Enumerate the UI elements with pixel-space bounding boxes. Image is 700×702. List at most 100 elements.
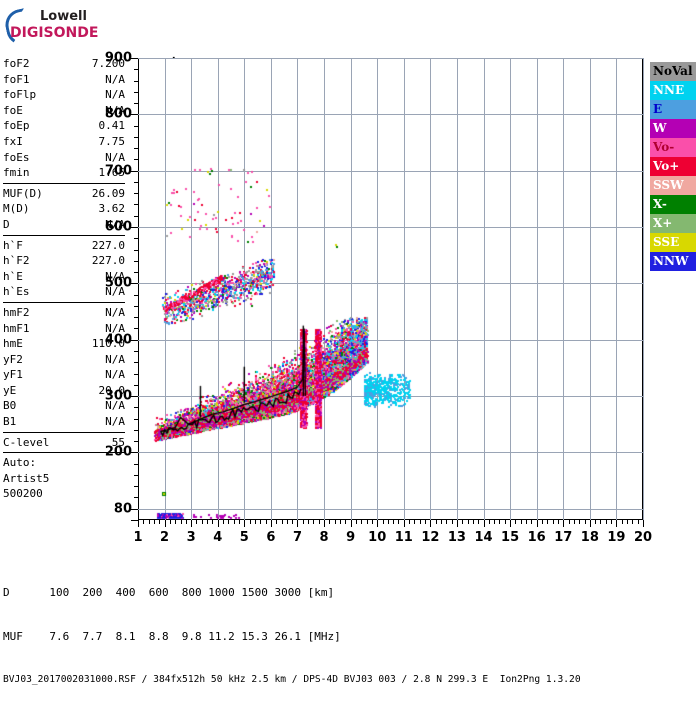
legend-item-x[interactable]: X- <box>650 195 696 214</box>
y-axis-label: 700 <box>104 163 132 179</box>
x-axis-minor-tick <box>292 520 293 524</box>
x-axis-minor-tick <box>398 520 399 524</box>
legend-item-nne[interactable]: NNE <box>650 81 696 100</box>
param-value: 7.200 <box>91 57 125 70</box>
x-axis-minor-tick <box>627 520 628 524</box>
x-axis-minor-tick <box>569 520 570 524</box>
y-axis-minor-tick <box>134 497 138 499</box>
x-axis-minor-tick <box>531 520 532 524</box>
param-separator <box>3 182 125 184</box>
param-row: yF2 N/A <box>3 352 125 368</box>
x-axis-minor-tick <box>356 520 357 524</box>
x-axis-tick <box>351 520 352 527</box>
x-axis-label: 14 <box>474 530 493 545</box>
x-axis-label: 5 <box>239 530 249 545</box>
x-axis-tick <box>563 520 564 527</box>
ionogram-plot[interactable] <box>138 58 644 520</box>
y-axis-minor-tick <box>134 441 138 443</box>
x-axis-minor-tick <box>340 520 341 524</box>
y-axis-minor-tick <box>134 249 138 251</box>
x-axis-label: 6 <box>266 530 276 545</box>
param-key: D <box>3 217 10 231</box>
legend-item-x[interactable]: X+ <box>650 214 696 233</box>
x-axis-minor-tick <box>595 520 596 524</box>
param-separator <box>3 452 125 454</box>
param-row: h`F2 227.0 <box>3 253 125 269</box>
legend-item-w[interactable]: W <box>650 119 696 138</box>
param-value: 7.75 <box>98 134 126 148</box>
autoscale-auto-code: 500200 <box>3 487 43 501</box>
param-value: 227.0 <box>91 238 125 252</box>
param-row: hmF2 N/A <box>3 305 125 321</box>
x-axis-label: 20 <box>633 530 653 545</box>
y-axis-minor-tick <box>134 407 138 409</box>
x-axis-tick <box>165 520 166 527</box>
x-axis-minor-tick <box>228 520 229 524</box>
x-axis-tick <box>404 520 405 527</box>
x-axis-minor-tick <box>276 520 277 524</box>
y-axis-label: 800 <box>104 106 132 122</box>
x-axis-minor-tick <box>446 520 447 524</box>
y-axis-minor-tick <box>134 80 138 82</box>
param-row: hmE 110.0 <box>3 336 125 352</box>
muf-scale-row: MUF 7.6 7.7 8.1 8.8 9.8 11.2 15.3 26.1 [… <box>3 629 341 643</box>
legend-item-noval[interactable]: NoVal <box>650 62 696 81</box>
y-axis-minor-tick <box>134 474 138 476</box>
param-row: fxI 7.75 <box>3 134 125 150</box>
y-axis: 80 200 300 400 500 600 700 800 900 <box>96 48 138 521</box>
y-axis-minor-tick <box>134 159 138 161</box>
x-axis-minor-tick <box>521 520 522 524</box>
legend-item-sse[interactable]: SSE <box>650 233 696 252</box>
x-axis-minor-tick <box>579 520 580 524</box>
x-axis-label: 13 <box>447 530 466 545</box>
x-axis-minor-tick <box>414 520 415 524</box>
x-axis-label: 4 <box>213 530 223 545</box>
x-axis-tick <box>590 520 591 527</box>
legend-item-nnw[interactable]: NNW <box>650 252 696 271</box>
x-axis-minor-tick <box>255 520 256 524</box>
y-axis-tick <box>131 114 138 116</box>
x-axis-label: 16 <box>527 530 546 545</box>
y-axis-minor-tick <box>134 350 138 352</box>
param-separator <box>3 234 125 236</box>
x-axis-minor-tick <box>149 520 150 524</box>
param-value: N/A <box>105 368 125 382</box>
param-key: hmF1 <box>3 321 30 335</box>
param-key: foEs <box>3 150 30 164</box>
x-axis-minor-tick <box>202 520 203 524</box>
legend-item-e[interactable]: E <box>650 100 696 119</box>
gridline-vertical <box>643 58 644 520</box>
param-key: yF2 <box>3 352 23 366</box>
param-value: 3.62 <box>98 202 126 216</box>
param-value: N/A <box>105 150 125 164</box>
x-axis-minor-tick <box>250 520 251 524</box>
y-axis-minor-tick <box>134 193 138 195</box>
x-axis-label: 18 <box>580 530 599 545</box>
x-axis-minor-tick <box>436 520 437 524</box>
param-row: foFlp N/A <box>3 87 125 103</box>
param-value: 20.0 <box>98 383 126 397</box>
x-axis-minor-tick <box>499 520 500 524</box>
param-key: yF1 <box>3 368 23 382</box>
param-key: fxI <box>3 134 23 148</box>
x-axis-minor-tick <box>638 520 639 524</box>
autoscale-auto-label: Auto: <box>3 456 37 470</box>
x-axis-label: 11 <box>394 530 413 545</box>
legend-item-vo[interactable]: Vo+ <box>650 157 696 176</box>
param-value: 1.65 <box>98 166 126 180</box>
x-axis-tick <box>643 520 644 527</box>
param-row: B0 N/A <box>3 398 125 414</box>
param-value: 0.41 <box>98 119 126 133</box>
y-axis-tick <box>131 452 138 454</box>
x-axis-minor-tick <box>329 520 330 524</box>
param-value: 26.09 <box>91 186 125 200</box>
logo-lowell-text: Lowell <box>40 9 87 24</box>
param-key: foF1 <box>3 72 30 86</box>
param-value: N/A <box>105 285 125 299</box>
x-axis-tick <box>377 520 378 527</box>
y-axis-label: 600 <box>104 219 132 235</box>
legend-item-vo[interactable]: Vo- <box>650 138 696 157</box>
y-axis-label: 500 <box>104 275 132 291</box>
param-row: h`F 227.0 <box>3 238 125 254</box>
legend-item-ssw[interactable]: SSW <box>650 176 696 195</box>
